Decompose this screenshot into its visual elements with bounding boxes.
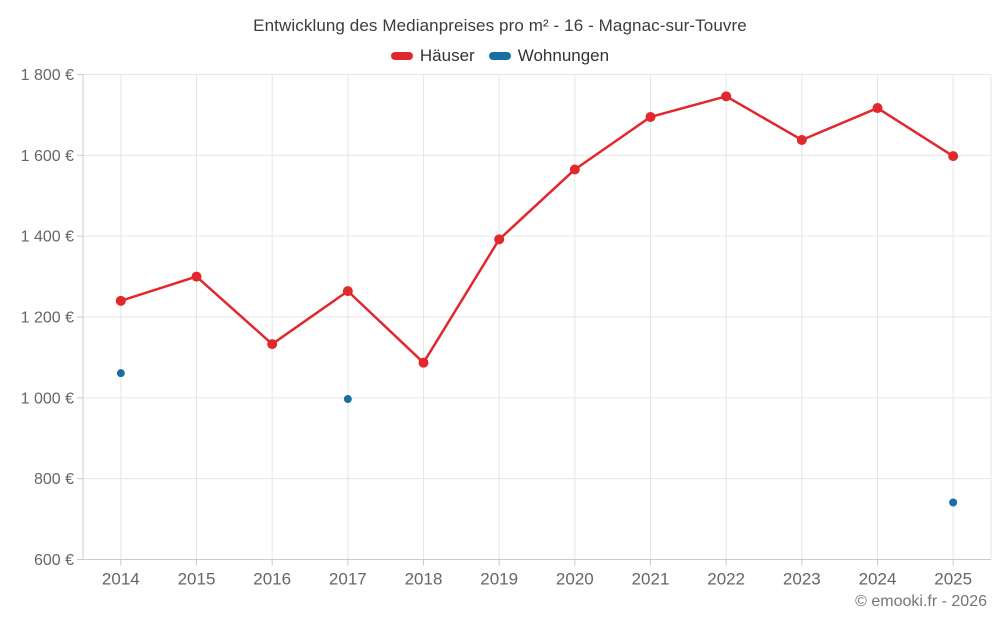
y-tick-label: 1 800 € [21, 67, 74, 84]
series-0-line-segment [573, 115, 652, 171]
series-0-point-2024[interactable] [872, 103, 883, 114]
series-1-point-2014[interactable] [116, 369, 125, 378]
series-0-point-2017[interactable] [342, 286, 353, 297]
series-0-line-segment [876, 106, 955, 158]
series-0-point-2019[interactable] [494, 234, 505, 245]
series-0-point-2014[interactable] [115, 295, 126, 306]
series-1-point-2017[interactable] [343, 395, 352, 404]
series-0-line-segment [119, 275, 198, 303]
series-0-point-2015[interactable] [191, 271, 202, 282]
y-tick-label: 800 € [34, 471, 74, 488]
copyright-notice: © emooki.fr - 2026 [855, 593, 987, 610]
series-0-line-segment [497, 168, 577, 241]
series-0-point-2021[interactable] [645, 111, 656, 122]
series-1-point-2025[interactable] [949, 498, 958, 507]
legend-label-wohnungen: Wohnungen [517, 46, 610, 65]
x-tick-label: 2018 [405, 570, 443, 589]
x-tick-label: 2025 [934, 570, 972, 589]
haeuser-series-swatch-icon [390, 52, 413, 60]
chart-title: Entwicklung des Medianpreises pro m² - 1… [253, 16, 747, 35]
series-0-line-segment [724, 95, 804, 142]
y-tick-label: 1 000 € [21, 390, 74, 407]
y-tick-label: 1 600 € [21, 148, 74, 165]
series-0-line-segment [195, 275, 274, 346]
legend-item-wohnungen[interactable]: Wohnungen [488, 46, 610, 66]
wohnungen-series-swatch-icon [488, 52, 511, 60]
y-tick-label: 600 € [34, 552, 74, 569]
series-0-point-2018[interactable] [418, 357, 429, 368]
y-tick-label: 1 200 € [21, 310, 74, 327]
x-tick-label: 2021 [632, 570, 670, 589]
series-0-point-2020[interactable] [569, 164, 580, 175]
legend-label-haeuser: Häuser [419, 46, 475, 65]
x-tick-label: 2023 [783, 570, 821, 589]
legend-item-haeuser[interactable]: Häuser [390, 46, 475, 66]
series-0-line-segment [649, 95, 728, 119]
legend: Häuser Wohnungen [0, 46, 1000, 66]
series-0-line-segment [270, 289, 350, 346]
series-0-point-2022[interactable] [721, 91, 732, 102]
x-tick-label: 2024 [859, 570, 897, 589]
y-tick-label: 1 400 € [21, 229, 74, 246]
x-tick-label: 2022 [707, 570, 745, 589]
series-0-line-segment [346, 289, 425, 364]
series-0-line-segment [422, 238, 501, 364]
series-0-point-2023[interactable] [796, 134, 807, 145]
series-0-point-2025[interactable] [948, 151, 959, 162]
x-tick-label: 2020 [556, 570, 594, 589]
x-tick-label: 2019 [480, 570, 518, 589]
x-tick-label: 2017 [329, 570, 367, 589]
series-0-line-segment [800, 106, 879, 142]
x-tick-label: 2014 [102, 570, 140, 589]
x-tick-label: 2015 [178, 570, 216, 589]
series-0-point-2016[interactable] [267, 339, 278, 350]
x-tick-label: 2016 [253, 570, 291, 589]
